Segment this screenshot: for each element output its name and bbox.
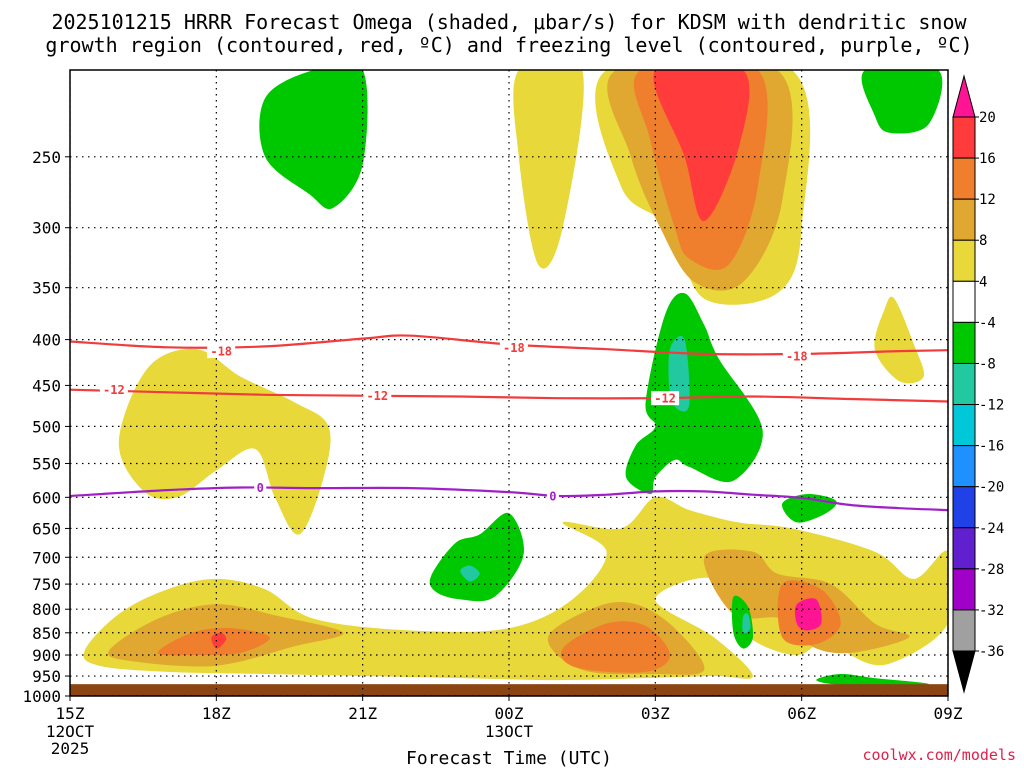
colorbar-label-1: 16 [979,151,996,167]
omega-region-minus4-16 [259,70,368,209]
colorbar-band-1 [952,157,976,200]
colorbar-label-13: -36 [979,644,1004,660]
dendritic-contour-0-label-1: -18 [503,341,525,355]
colorbar-band-9 [952,486,976,529]
dendritic-contour-0-label-0: -18 [210,345,232,359]
dendritic-contour-1-line [70,388,948,403]
omega-region-minus4-17 [861,70,943,134]
x-tick-label-21Z: 21Z [348,704,377,723]
y-tick-label-950: 950 [32,667,61,686]
colorbar-label-10: -24 [979,521,1004,537]
colorbar-band-5 [952,321,976,364]
colorbar-label-9: -20 [979,480,1004,496]
colorbar-label-11: -28 [979,562,1004,578]
freezing-level-label-bg-1 [546,489,559,504]
chart-title-line2: growth region (contoured, red, ºC) and f… [45,33,972,57]
colorbar-label-5: -4 [979,315,996,331]
x-axis-title: Forecast Time (UTC) [406,748,612,768]
colorbar-label-8: -16 [979,439,1004,455]
freezing-level-label-bg-0 [254,480,267,495]
y-tick-label-800: 800 [32,600,61,619]
colorbar-label-3: 8 [979,233,987,249]
dendritic-contour-1-label-1: -12 [366,389,388,403]
colorbar-band-11 [952,568,976,611]
colorbar-label-7: -12 [979,398,1004,414]
omega-region-minus4-18 [625,292,763,495]
omega-region-minus8-25 [742,613,751,634]
chart-title-line1: 2025101215 HRRR Forecast Omega (shaded, … [51,10,967,34]
x-tick-label-03Z: 03Z [641,704,670,723]
y-tick-label-250: 250 [32,148,61,167]
colorbar-label-2: 12 [979,192,996,208]
ground-surface [70,684,948,696]
dendritic-contour-0-label-2: -18 [786,349,808,363]
y-tick-label-750: 750 [32,575,61,594]
y-axis: 250 300 350 400 450 500 550 600 650 700 750 800 850 9… [22,148,70,706]
dendritic-contour-1-label-bg-1 [363,388,392,403]
x-tick-label-15Z: 15Z [56,704,85,723]
y-tick-label-500: 500 [32,417,61,436]
colorbar-band-7 [952,404,976,447]
omega-region-plus12-11 [560,621,670,673]
omega-region-plus16-14 [211,632,227,649]
grid-lines [70,70,948,696]
y-tick-label-650: 650 [32,519,61,538]
credit-label: coolwx.com/models [862,746,1016,764]
colorbar-label-0: 20 [979,110,996,126]
x-tick-sublabel-15Z-1: 2025 [51,739,90,758]
y-tick-label-450: 450 [32,376,61,395]
colorbar-top-arrow [952,74,976,118]
omega-region-minus8-24 [460,565,480,582]
colorbar-band-12 [952,609,976,652]
colorbar: 20 16 12 8 4 -4 -8 -12 -16 -20 -24 -28 -32 -36 [952,74,1004,694]
freezing-level-label-1: 0 [549,490,556,504]
colorbar-band-3 [952,239,976,282]
y-tick-label-400: 400 [32,331,61,350]
x-tick-label-09Z: 09Z [934,704,963,723]
omega-shading [83,70,948,686]
x-tick-label-06Z: 06Z [787,704,816,723]
dendritic-contour-1-label-bg-2 [651,391,680,406]
freezing-level-line [70,486,948,512]
x-tick-label-00Z: 00Z [495,704,524,723]
dendritic-contour-0-label-bg-0 [207,344,236,359]
y-tick-label-900: 900 [32,646,61,665]
y-tick-label-350: 350 [32,279,61,298]
dendritic-contour-0-label-bg-2 [782,348,811,363]
colorbar-label-12: -32 [979,603,1004,619]
y-tick-label-600: 600 [32,488,61,507]
colorbar-band-2 [952,198,976,241]
colorbar-label-4: 4 [979,274,987,290]
omega-region-plus16-13 [653,70,750,222]
omega-region-minus4-19 [429,512,524,602]
y-tick-label-850: 850 [32,624,61,643]
omega-region-plus20-15 [794,598,822,631]
y-tick-label-550: 550 [32,454,61,473]
dendritic-contour-0-label-bg-1 [499,340,528,355]
colorbar-label-6: -8 [979,356,996,372]
colorbar-band-6 [952,362,976,406]
colorbar-bottom-arrow [952,650,976,694]
colorbar-band-10 [952,527,976,570]
y-tick-label-1000: 1000 [22,687,61,706]
dendritic-contour-1-label-bg-0 [99,382,128,397]
dendritic-contour-1-label-2: -12 [654,392,676,406]
omega-region-minus4-22 [816,673,929,686]
colorbar-band-8 [952,445,976,488]
y-tick-label-700: 700 [32,548,61,567]
dendritic-contour-1-label-0: -12 [103,383,125,397]
temperature-contours: -18 -18 -18 -12 -12 -12 0 0 [70,334,948,512]
omega-region-plus4-0 [513,70,584,269]
x-tick-sublabel-15Z-0: 12OCT [46,722,95,741]
colorbar-band-4 [952,280,976,323]
freezing-level-label-0: 0 [257,481,264,495]
colorbar-band-0 [952,116,976,159]
y-tick-label-300: 300 [32,219,61,238]
x-tick-sublabel-00Z-0: 13OCT [485,722,534,741]
x-tick-label-18Z: 18Z [202,704,231,723]
